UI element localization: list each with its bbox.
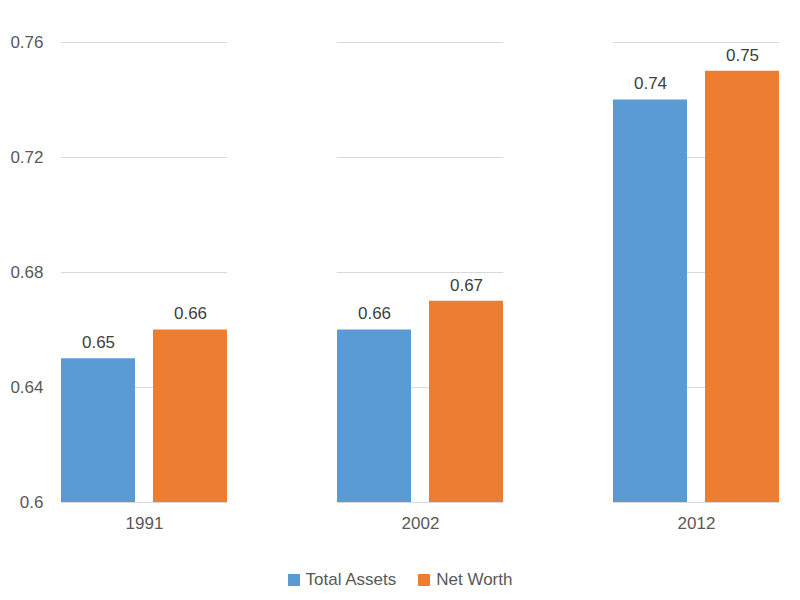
svg-text:0.75: 0.75 xyxy=(726,46,759,65)
svg-text:0.66: 0.66 xyxy=(174,304,207,323)
svg-text:0.74: 0.74 xyxy=(634,74,667,93)
svg-text:0.66: 0.66 xyxy=(358,304,391,323)
svg-text:0.76: 0.76 xyxy=(10,33,43,52)
svg-text:0.67: 0.67 xyxy=(450,276,483,295)
svg-text:0.64: 0.64 xyxy=(10,378,43,397)
svg-text:0.65: 0.65 xyxy=(82,333,115,352)
svg-text:0.68: 0.68 xyxy=(10,263,43,282)
svg-text:0.72: 0.72 xyxy=(10,148,43,167)
svg-text:2012: 2012 xyxy=(678,514,716,533)
html-text:Total Assets: Total Assets xyxy=(305,570,397,589)
svg-text:2002: 2002 xyxy=(402,514,440,533)
svg-text:1991: 1991 xyxy=(126,514,164,533)
svg-text:0.6: 0.6 xyxy=(20,493,44,512)
html-text:Net Worth: Net Worth xyxy=(436,570,513,589)
